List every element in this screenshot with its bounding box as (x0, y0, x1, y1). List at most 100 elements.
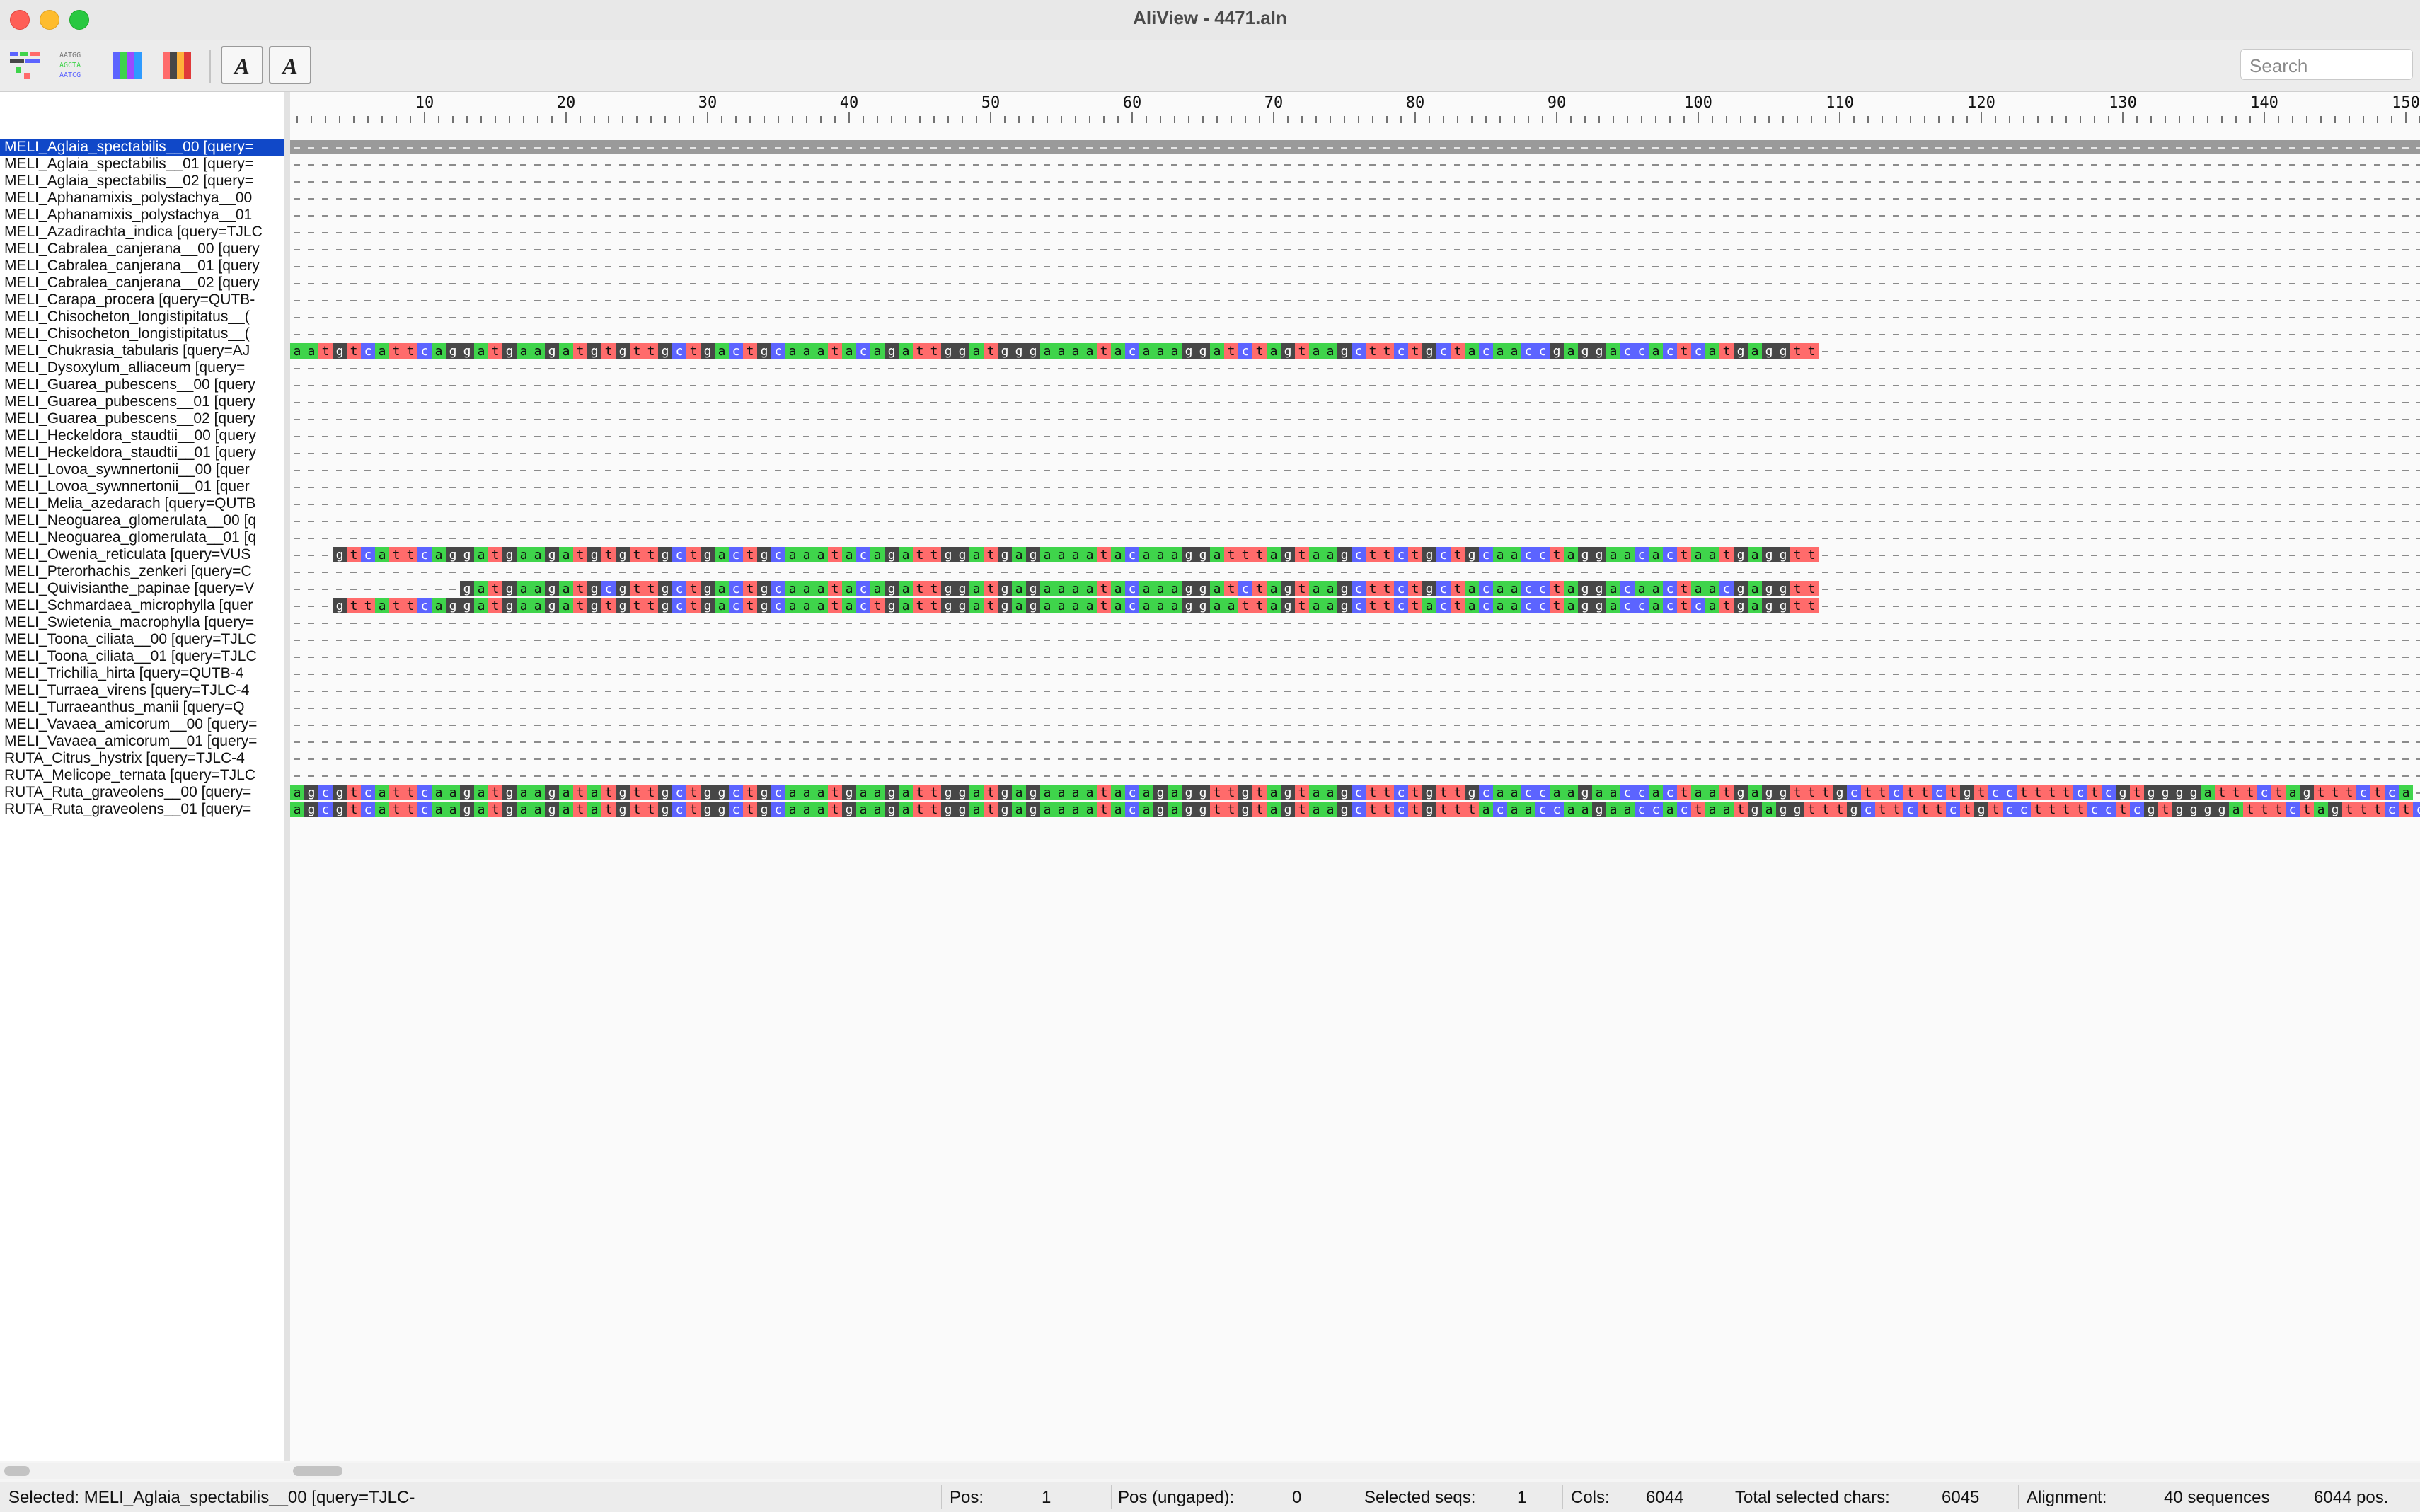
sequence-row[interactable] (290, 173, 2420, 190)
sequence-name[interactable]: MELI_Swietenia_macrophylla [query= (0, 614, 284, 631)
sequence-name[interactable]: MELI_Guarea_pubescens__01 [query (0, 393, 284, 410)
translation-view-icon[interactable] (8, 49, 44, 81)
sequence-name[interactable]: MELI_Neoguarea_glomerulata__00 [q (0, 512, 284, 529)
base-letter: a (846, 599, 853, 613)
sequence-name[interactable]: MELI_Guarea_pubescens__02 [query (0, 410, 284, 427)
sequence-name[interactable]: MELI_Aphanamixis_polystachya__00 (0, 190, 284, 207)
sequence-name[interactable]: MELI_Quivisianthe_papinae [query=V (0, 580, 284, 597)
sequence-name[interactable]: MELI_Neoguarea_glomerulata__01 [q (0, 529, 284, 546)
base-letter: a (478, 548, 485, 562)
sequence-row[interactable] (290, 275, 2420, 292)
sequence-name[interactable]: RUTA_Melicope_ternata [query=TJLC (0, 767, 284, 784)
sequence-row[interactable] (290, 139, 2420, 156)
sequence-name[interactable]: MELI_Dysoxylum_alliaceum [query= (0, 359, 284, 376)
sequence-name[interactable]: MELI_Aglaia_spectabilis__02 [query= (0, 173, 284, 190)
base-letter: c (1129, 582, 1136, 596)
sequence-name[interactable]: MELI_Lovoa_sywnnertonii__01 [quer (0, 478, 284, 495)
sequence-row[interactable] (290, 444, 2420, 461)
pane-divider[interactable] (284, 92, 290, 1461)
base-letter: t (1808, 548, 1816, 562)
sequence-row[interactable] (290, 461, 2420, 478)
sequence-name[interactable]: MELI_Schmardaea_microphylla [quer (0, 597, 284, 614)
sequence-row[interactable] (290, 393, 2420, 410)
sequence-name[interactable]: MELI_Cabralea_canjerana__00 [query (0, 241, 284, 258)
sequence-row[interactable] (290, 308, 2420, 325)
sequence-name[interactable]: MELI_Chisocheton_longistipitatus__( (0, 325, 284, 342)
sequence-row[interactable] (290, 190, 2420, 207)
sequence-row[interactable] (290, 410, 2420, 427)
sequence-row[interactable] (290, 224, 2420, 241)
base-letter: a (1327, 548, 1335, 562)
sequence-row[interactable] (290, 258, 2420, 275)
base-letter: a (1058, 548, 1066, 562)
sequence-name[interactable]: MELI_Chukrasia_tabularis [query=AJ (0, 342, 284, 359)
sequence-row[interactable] (290, 495, 2420, 512)
sequence-name[interactable]: MELI_Aglaia_spectabilis__01 [query= (0, 156, 284, 173)
sequence-row[interactable] (290, 512, 2420, 529)
base-letter: c (732, 344, 740, 359)
sequence-row[interactable] (290, 241, 2420, 258)
base-letter: a (1214, 599, 1221, 613)
sequence-row[interactable] (290, 478, 2420, 495)
sequence-row[interactable] (290, 376, 2420, 393)
sequence-name[interactable]: MELI_Turraea_virens [query=TJLC-4 (0, 682, 284, 699)
base-letter: a (1511, 344, 1519, 359)
color-scheme-nucleotide-icon[interactable] (110, 49, 146, 81)
sequence-row[interactable] (290, 325, 2420, 342)
sequence-name[interactable]: MELI_Vavaea_amicorum__00 [query= (0, 716, 284, 733)
sequence-name[interactable]: MELI_Turraeanthus_manii [query=Q (0, 699, 284, 716)
sequence-row[interactable] (290, 427, 2420, 444)
consensus-view-icon[interactable]: AATGG AGCTA AATCG (58, 49, 93, 81)
sequence-name[interactable]: MELI_Owenia_reticulata [query=VUS (0, 546, 284, 563)
sequence-name[interactable]: MELI_Azadirachta_indica [query=TJLC (0, 224, 284, 241)
sequence-row[interactable] (290, 156, 2420, 173)
sequence-name[interactable]: MELI_Carapa_procera [query=QUTB- (0, 292, 284, 308)
base-letter: t (1256, 599, 1264, 613)
sequence-name[interactable]: MELI_Aglaia_spectabilis__00 [query= (0, 139, 284, 156)
base-letter: a (803, 599, 811, 613)
base-letter: a (379, 344, 386, 359)
sequence-name[interactable]: MELI_Toona_ciliata__01 [query=TJLC (0, 648, 284, 665)
decrease-font-button[interactable]: A (221, 46, 263, 84)
base-letter: t (1100, 344, 1108, 359)
sequence-name[interactable]: MELI_Pterorhachis_zenkeri [query=C (0, 563, 284, 580)
sequence-name[interactable]: MELI_Cabralea_canjerana__01 [query (0, 258, 284, 275)
base-letter: g (449, 548, 457, 562)
sequence-name[interactable]: MELI_Heckeldora_staudtii__00 [query (0, 427, 284, 444)
sequence-row[interactable] (290, 563, 2420, 580)
sequence-name[interactable]: MELI_Vavaea_amicorum__01 [query= (0, 733, 284, 750)
base-letter: g (336, 599, 344, 613)
base-letter: c (1129, 548, 1136, 562)
base-letter: a (1086, 344, 1094, 359)
sequence-row[interactable] (290, 207, 2420, 224)
sequence-name-list[interactable]: MELI_Aglaia_spectabilis__00 [query=MELI_… (0, 92, 284, 1461)
base-letter: t (690, 344, 698, 359)
sequence-name[interactable]: MELI_Melia_azedarach [query=QUTB (0, 495, 284, 512)
sequence-name[interactable]: RUTA_Ruta_graveolens__01 [query= (0, 801, 284, 818)
base-letter: t (1723, 344, 1731, 359)
sequence-name[interactable]: MELI_Cabralea_canjerana__02 [query (0, 275, 284, 292)
sequence-name[interactable]: MELI_Lovoa_sywnnertonii__00 [quer (0, 461, 284, 478)
sequence-name[interactable]: MELI_Aphanamixis_polystachya__01 (0, 207, 284, 224)
color-scheme-codon-icon[interactable] (160, 49, 195, 81)
sequence-name[interactable]: RUTA_Citrus_hystrix [query=TJLC-4 (0, 750, 284, 767)
sequence-name[interactable]: MELI_Trichilia_hirta [query=QUTB-4 (0, 665, 284, 682)
sequence-name[interactable]: MELI_Toona_ciliata__00 [query=TJLC (0, 631, 284, 648)
sequence-row[interactable] (290, 359, 2420, 376)
sequence-row[interactable] (290, 529, 2420, 546)
search-input[interactable]: Search (2240, 49, 2413, 80)
sequence-name[interactable]: MELI_Guarea_pubescens__00 [query (0, 376, 284, 393)
sequence-row[interactable] (290, 292, 2420, 308)
sequence-row[interactable] (290, 614, 2420, 631)
base-letter: g (1341, 548, 1349, 562)
increase-font-button[interactable]: A (269, 46, 311, 84)
base-letter: a (520, 344, 528, 359)
sequence-name[interactable]: RUTA_Ruta_graveolens__00 [query= (0, 784, 284, 801)
sequence-name[interactable]: MELI_Chisocheton_longistipitatus__( (0, 308, 284, 325)
sequence-name[interactable]: MELI_Heckeldora_staudtii__01 [query (0, 444, 284, 461)
